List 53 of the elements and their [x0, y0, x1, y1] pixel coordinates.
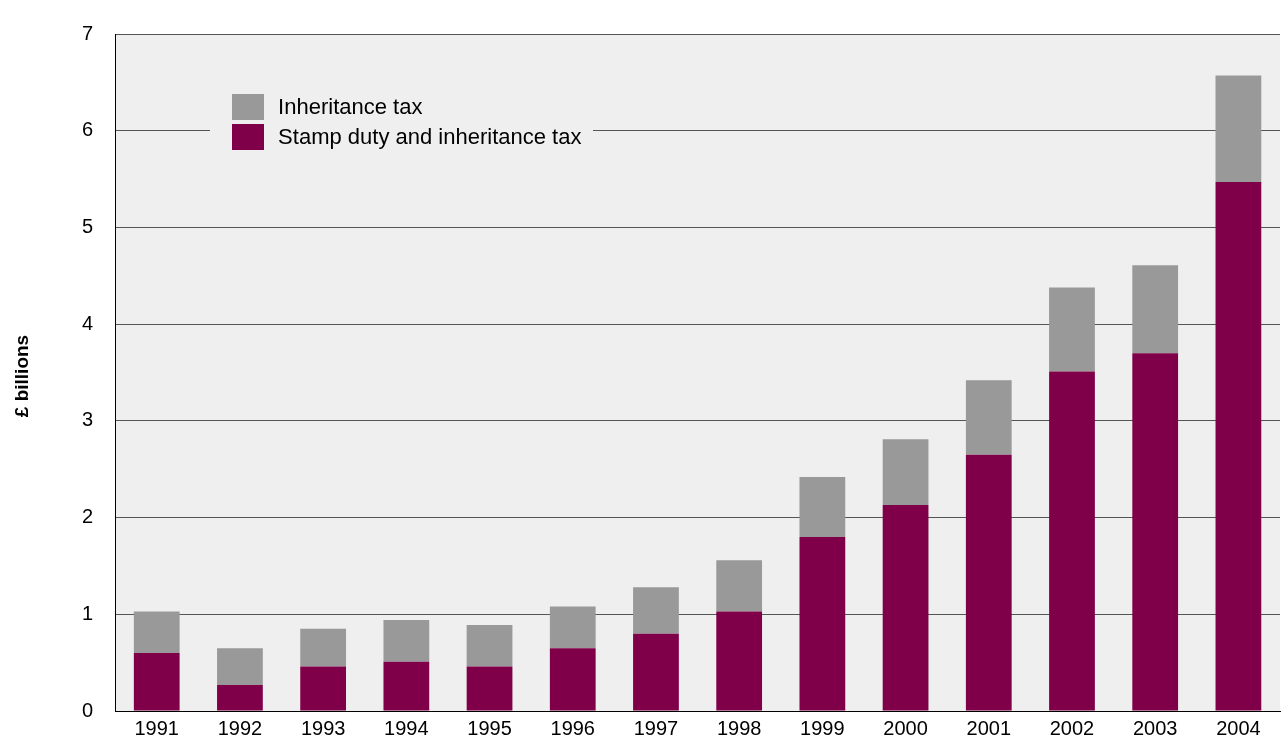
x-tick-label: 2000 — [883, 716, 928, 739]
bar — [1049, 287, 1095, 372]
y-tick-label: 5 — [82, 214, 94, 237]
y-tick-label: 4 — [82, 311, 94, 334]
bar — [133, 611, 180, 653]
y-tick-label: 3 — [82, 408, 94, 431]
x-tick-label: 2004 — [1216, 716, 1261, 739]
x-tick-label: 1992 — [217, 716, 263, 739]
y-tick-label: 1 — [82, 601, 94, 624]
bar — [300, 666, 347, 711]
y-tick-label: 7 — [82, 21, 94, 44]
bar — [965, 380, 1012, 455]
x-tick-label: 2002 — [1049, 716, 1095, 739]
bar — [549, 606, 596, 649]
x-tick-label: 1993 — [300, 716, 346, 739]
bar — [882, 505, 929, 711]
y-tick-label: 6 — [82, 118, 94, 141]
x-tick-label: 1997 — [633, 716, 679, 739]
x-tick-label: 1991 — [134, 716, 179, 739]
bar — [1132, 265, 1179, 354]
x-tick-label: 1996 — [550, 716, 595, 739]
y-tick-label: 2 — [82, 505, 94, 528]
x-tick-label: 1994 — [384, 716, 429, 739]
bar — [716, 560, 763, 612]
bar — [716, 611, 763, 711]
bar — [1132, 353, 1179, 711]
bar — [217, 648, 263, 685]
x-tick-label: 2003 — [1132, 716, 1178, 739]
legend-label: Stamp duty and inheritance tax — [278, 124, 582, 150]
x-tick-label: 1998 — [716, 716, 762, 739]
bar — [633, 633, 679, 711]
bar — [133, 652, 180, 711]
bar — [882, 439, 929, 505]
bar — [1215, 75, 1262, 182]
bar — [1049, 371, 1095, 711]
bar — [1215, 181, 1262, 711]
x-tick-label: 1999 — [800, 716, 845, 739]
bar — [217, 684, 263, 711]
bar — [300, 628, 347, 667]
bar — [799, 476, 846, 537]
bar — [633, 587, 679, 634]
bar — [965, 454, 1012, 711]
bar — [799, 536, 846, 711]
x-tick-label: 2001 — [966, 716, 1012, 739]
bar — [466, 624, 513, 667]
bar — [383, 620, 430, 662]
legend-label: Inheritance tax — [278, 94, 423, 120]
bar — [383, 661, 430, 711]
y-tick-label: 0 — [82, 698, 94, 721]
y-axis-title: £ billions — [11, 333, 33, 420]
bar — [466, 666, 513, 711]
x-tick-label: 1995 — [467, 716, 512, 739]
bar — [549, 648, 596, 711]
